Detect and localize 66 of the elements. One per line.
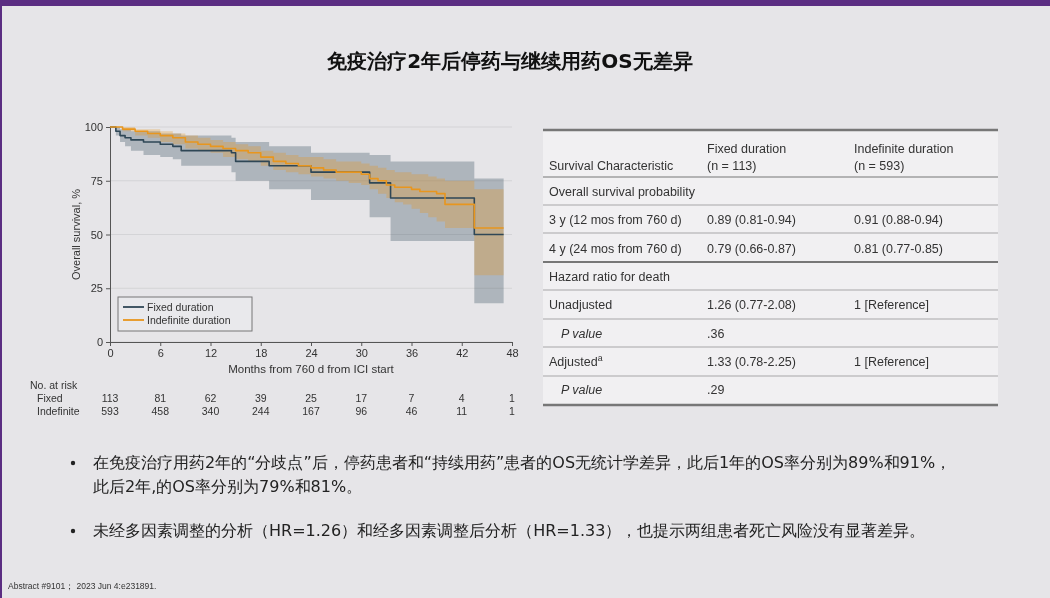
y-axis-title: Overall survival, % <box>70 188 82 281</box>
x-tick-label: 0 <box>107 346 114 359</box>
x-tick-label: 30 <box>355 346 368 359</box>
text: (n = 593) <box>854 159 905 173</box>
text: Unadjusted <box>549 298 613 312</box>
text: .36 <box>707 327 725 341</box>
text: 0.79 (0.66-0.87) <box>707 242 796 256</box>
text: Overall survival probability <box>549 185 696 199</box>
x-tick-label: 24 <box>305 346 318 359</box>
text: Adjusted$^{a}$ <box>549 353 603 369</box>
text: 1 [Reference] <box>854 298 930 312</box>
y-tick-label: 50 <box>90 228 103 241</box>
text: Indefinite duration <box>854 142 954 156</box>
text: 1.33 (0.78-2.25) <box>707 355 796 369</box>
x-tick-label: 36 <box>405 346 419 359</box>
x-axis-title: Months from 760 d from ICI start <box>228 363 395 375</box>
text: 46 <box>405 405 418 417</box>
text: Survival Characteristic <box>549 159 674 173</box>
text: 25 <box>305 392 317 404</box>
x-tick-label: 48 <box>506 346 519 359</box>
text: Hazard ratio for death <box>549 270 670 284</box>
text: P value <box>561 383 603 397</box>
text: 7 <box>408 392 415 404</box>
x-tick-label: 12 <box>204 346 218 359</box>
x-tick-label: 18 <box>255 346 268 359</box>
text: 3 y (12 mos from 760 d) <box>549 213 682 227</box>
text: 39 <box>254 392 267 404</box>
text: 81 <box>154 392 167 404</box>
y-tick-label: 100 <box>84 121 103 134</box>
text: 0.91 (0.88-0.94) <box>854 213 943 227</box>
text: Indefinite <box>37 405 80 417</box>
text: P value <box>561 327 603 341</box>
text: 0.89 (0.81-0.94) <box>707 213 796 227</box>
text: (n = 113) <box>707 159 757 173</box>
text: 62 <box>204 392 217 404</box>
y-tick-label: 75 <box>90 174 103 187</box>
text: 免疫治疗2年后停药与继续用药OS无差异 <box>326 49 693 73</box>
text: 1.26 (0.77-2.08) <box>707 298 796 312</box>
text: 0.81 (0.77-0.85) <box>854 242 943 256</box>
text: 17 <box>355 392 368 404</box>
text: 113 <box>101 392 119 404</box>
text: 167 <box>302 405 320 417</box>
y-tick-label: 25 <box>90 282 103 295</box>
text: 4 y (24 mos from 760 d) <box>549 242 682 256</box>
text: 未经多因素调整的分析（HR=1.26）和经多因素调整后分析（HR=1.33），也提示两组患者死亡风险没有显著差异。 <box>93 521 926 540</box>
text: 593 <box>101 405 119 417</box>
text: 4 <box>458 392 465 404</box>
text: No. at risk <box>30 379 79 391</box>
text: 96 <box>355 405 368 417</box>
text: 1 <box>509 405 516 417</box>
text: 340 <box>201 405 220 417</box>
text: 1 [Reference] <box>854 355 930 369</box>
text: 11 <box>456 405 468 417</box>
text: Fixed <box>37 392 63 404</box>
text: Fixed duration <box>707 142 787 156</box>
legend-label: Fixed duration <box>147 301 214 313</box>
text: 458 <box>151 405 170 417</box>
text: .29 <box>707 383 725 397</box>
text: 在免疫治疗用药2年的“分歧点”后，停药患者和“持续用药”患者的OS无统计学差异，此后1年的OS率分别为89%和91%，此后2年,的OS率分别为79%和81%。 <box>93 453 952 496</box>
x-tick-label: 42 <box>456 346 469 359</box>
legend-label: Indefinite duration <box>147 314 231 326</box>
text: Abstract #9101； 2023 Jun 4:e231891. <box>8 581 157 591</box>
text: 244 <box>251 405 270 417</box>
x-tick-label: 6 <box>157 346 164 359</box>
y-tick-label: 0 <box>96 336 103 349</box>
text: 1 <box>509 392 516 404</box>
